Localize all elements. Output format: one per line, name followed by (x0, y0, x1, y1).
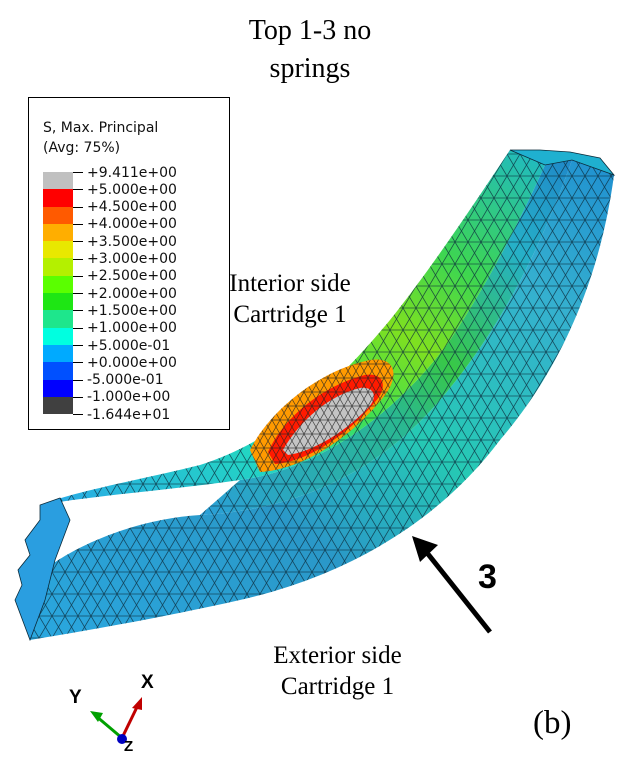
legend-tick-label: +1.500e+00 (73, 302, 177, 319)
arrow-number-label: 3 (478, 558, 497, 596)
load-arrow (426, 552, 492, 634)
axis-z-label: Z (124, 738, 134, 755)
legend-swatch (43, 310, 73, 328)
legend-title: S, Max. Principal (Avg: 75%) (43, 118, 158, 158)
legend-tick-label: +2.000e+00 (73, 285, 177, 302)
y-axis-arrowhead (90, 711, 103, 722)
legend-tick-label: +0.000e+00 (73, 354, 177, 371)
legend-swatch (43, 223, 73, 242)
exterior-line-2: Cartridge 1 (280, 673, 395, 700)
legend-tick-label: +2.500e+00 (73, 268, 177, 285)
legend-tick-label: +3.000e+00 (73, 251, 177, 268)
legend-tick-label: -5.000e-01 (73, 372, 164, 389)
legend-swatch (43, 379, 73, 397)
legend-tick-label: +9.411e+00 (73, 164, 177, 181)
interior-side-label: Interior side Cartridge 1 (205, 268, 375, 330)
legend-tick-label: +5.000e+00 (73, 181, 177, 198)
legend-swatch (43, 344, 73, 363)
title-line-1: Top 1-3 no (248, 15, 372, 46)
legend-title-line-1: S, Max. Principal (43, 120, 159, 136)
legend-swatch (43, 327, 73, 345)
legend-tick-label: +1.000e+00 (73, 320, 177, 337)
exterior-line-1: Exterior side (273, 642, 402, 669)
legend-swatches (43, 172, 73, 415)
legend-swatch (43, 172, 73, 190)
figure-title: Top 1-3 no springs (190, 12, 430, 88)
legend-swatch (43, 258, 73, 276)
mesh-left-end (14, 497, 71, 642)
y-axis-line (95, 714, 123, 740)
legend-tick-label: +4.000e+00 (73, 216, 177, 233)
axis-y-label: Y (69, 687, 82, 708)
legend-swatch (43, 396, 73, 415)
x-axis-arrowhead (132, 697, 142, 710)
legend-tick-label: -1.000e+00 (73, 389, 170, 406)
interior-line-1: Interior side (229, 270, 351, 297)
legend-swatch (43, 189, 73, 207)
legend-swatch (43, 275, 73, 294)
legend-tick-label: +5.000e-01 (73, 337, 170, 354)
legend-swatch (43, 293, 73, 311)
x-axis-line (120, 704, 140, 739)
z-axis-dot (117, 734, 127, 744)
legend-tick-label: -1.644e+01 (73, 406, 170, 423)
contour-legend: S, Max. Principal (Avg: 75%) +9.411e+00 +… (28, 97, 230, 430)
legend-swatch (43, 241, 73, 259)
mesh-right-end (509, 149, 616, 176)
legend-tick-label: +4.500e+00 (73, 199, 177, 216)
interior-line-2: Cartridge 1 (233, 301, 347, 328)
title-line-2: springs (269, 53, 351, 84)
legend-swatch (43, 206, 73, 224)
load-arrow-head (412, 536, 438, 562)
legend-tick-label: +3.500e+00 (73, 233, 177, 250)
legend-title-line-2: (Avg: 75%) (43, 140, 121, 156)
exterior-side-label: Exterior side Cartridge 1 (250, 640, 425, 702)
axis-x-label: X (141, 672, 154, 693)
subfigure-label: (b) (533, 705, 572, 741)
legend-swatch (43, 362, 73, 380)
